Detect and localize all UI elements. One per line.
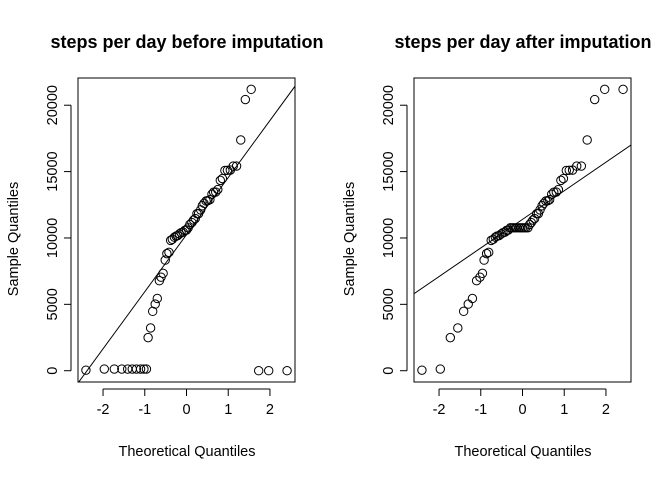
data-point xyxy=(246,84,256,95)
x-axis-label: Theoretical Quantiles xyxy=(454,444,591,460)
data-point xyxy=(139,364,149,374)
data-point xyxy=(117,364,127,374)
data-point xyxy=(458,306,469,317)
y-tick-label: 0 xyxy=(381,367,397,375)
data-point xyxy=(150,299,160,309)
y-axis-label: Sample Quantiles xyxy=(6,182,22,296)
data-point xyxy=(561,165,572,176)
plot-frame xyxy=(77,77,296,383)
x-tick-label: 2 xyxy=(602,402,610,418)
data-point xyxy=(231,161,242,171)
data-point xyxy=(572,161,582,171)
y-tick-label: 0 xyxy=(45,367,61,375)
data-point xyxy=(217,173,228,184)
x-axis-label: Theoretical Quantiles xyxy=(118,444,255,460)
data-point xyxy=(158,268,168,279)
data-point xyxy=(549,187,559,197)
x-tick-label: -1 xyxy=(138,402,151,418)
qq-reference-line xyxy=(414,144,631,295)
data-point xyxy=(152,293,162,304)
data-point xyxy=(160,255,170,265)
data-point xyxy=(81,365,91,375)
data-point xyxy=(553,184,564,195)
data-point xyxy=(181,225,192,235)
data-point xyxy=(240,94,251,105)
data-point xyxy=(205,194,215,205)
y-axis-label: Sample Quantiles xyxy=(342,182,358,296)
y-tick-label: 20000 xyxy=(381,85,397,125)
x-tick-label: 0 xyxy=(182,402,190,418)
data-point xyxy=(435,364,445,374)
data-point xyxy=(600,84,610,95)
data-point xyxy=(551,187,562,197)
data-point xyxy=(463,299,473,309)
data-point xyxy=(481,248,492,259)
x-tick-label: -2 xyxy=(97,402,110,418)
axes: -2 -1 0 1 2 0 5000 10000 15000 20000 xyxy=(381,85,610,418)
data-point xyxy=(135,364,146,374)
data-point xyxy=(236,135,246,145)
data-point xyxy=(264,366,274,376)
data-point xyxy=(228,161,238,171)
chart-title: steps per day before imputation xyxy=(50,32,323,52)
data-point xyxy=(282,366,292,376)
data-point xyxy=(417,365,427,375)
qq-panel-before-imputation: steps per day before imputation Theoreti… xyxy=(6,32,324,460)
y-tick-label: 10000 xyxy=(45,218,61,258)
data-point xyxy=(220,165,230,176)
x-tick-label: -1 xyxy=(474,402,487,418)
data-point xyxy=(164,247,174,258)
data-point xyxy=(213,184,223,195)
data-point xyxy=(203,195,213,206)
data-point xyxy=(162,248,172,259)
data-point xyxy=(453,323,463,333)
y-tick-label: 20000 xyxy=(45,85,61,125)
data-point xyxy=(131,364,142,374)
data-point xyxy=(143,332,153,343)
plot-frame xyxy=(413,77,632,383)
qq-panel-after-imputation: steps per day after imputation Theoretic… xyxy=(342,32,652,460)
data-point xyxy=(483,247,494,258)
data-point xyxy=(145,323,156,333)
data-point xyxy=(556,175,566,186)
data-point xyxy=(618,84,628,95)
axes: -2 -1 0 1 2 0 5000 10000 15000 20000 xyxy=(45,85,274,418)
data-point xyxy=(582,135,592,145)
chart-title: steps per day after imputation xyxy=(394,32,651,52)
data-point xyxy=(479,255,489,265)
data-marks xyxy=(78,84,295,382)
data-point xyxy=(211,187,221,197)
data-point xyxy=(215,175,226,186)
x-tick-label: 1 xyxy=(224,402,232,418)
y-tick-label: 15000 xyxy=(45,151,61,191)
x-tick-label: -2 xyxy=(433,402,446,418)
data-point xyxy=(109,364,120,374)
data-point xyxy=(477,268,488,279)
y-tick-label: 10000 xyxy=(381,218,397,258)
data-point xyxy=(141,364,152,374)
data-point xyxy=(99,364,109,374)
data-point xyxy=(589,94,600,105)
data-point xyxy=(190,213,200,224)
y-tick-label: 15000 xyxy=(381,151,397,191)
data-point xyxy=(544,194,555,205)
data-point xyxy=(445,332,456,343)
x-tick-label: 2 xyxy=(266,402,274,418)
data-point xyxy=(471,276,482,286)
data-point xyxy=(467,293,478,304)
data-point xyxy=(564,165,574,175)
x-tick-label: 0 xyxy=(518,402,526,418)
data-point xyxy=(547,189,557,199)
y-tick-label: 5000 xyxy=(45,288,61,320)
data-point xyxy=(253,366,264,376)
data-point xyxy=(558,173,569,184)
data-marks xyxy=(414,84,631,375)
data-point xyxy=(576,161,587,171)
data-point xyxy=(173,230,183,241)
y-tick-label: 5000 xyxy=(381,288,397,320)
x-tick-label: 1 xyxy=(560,402,568,418)
